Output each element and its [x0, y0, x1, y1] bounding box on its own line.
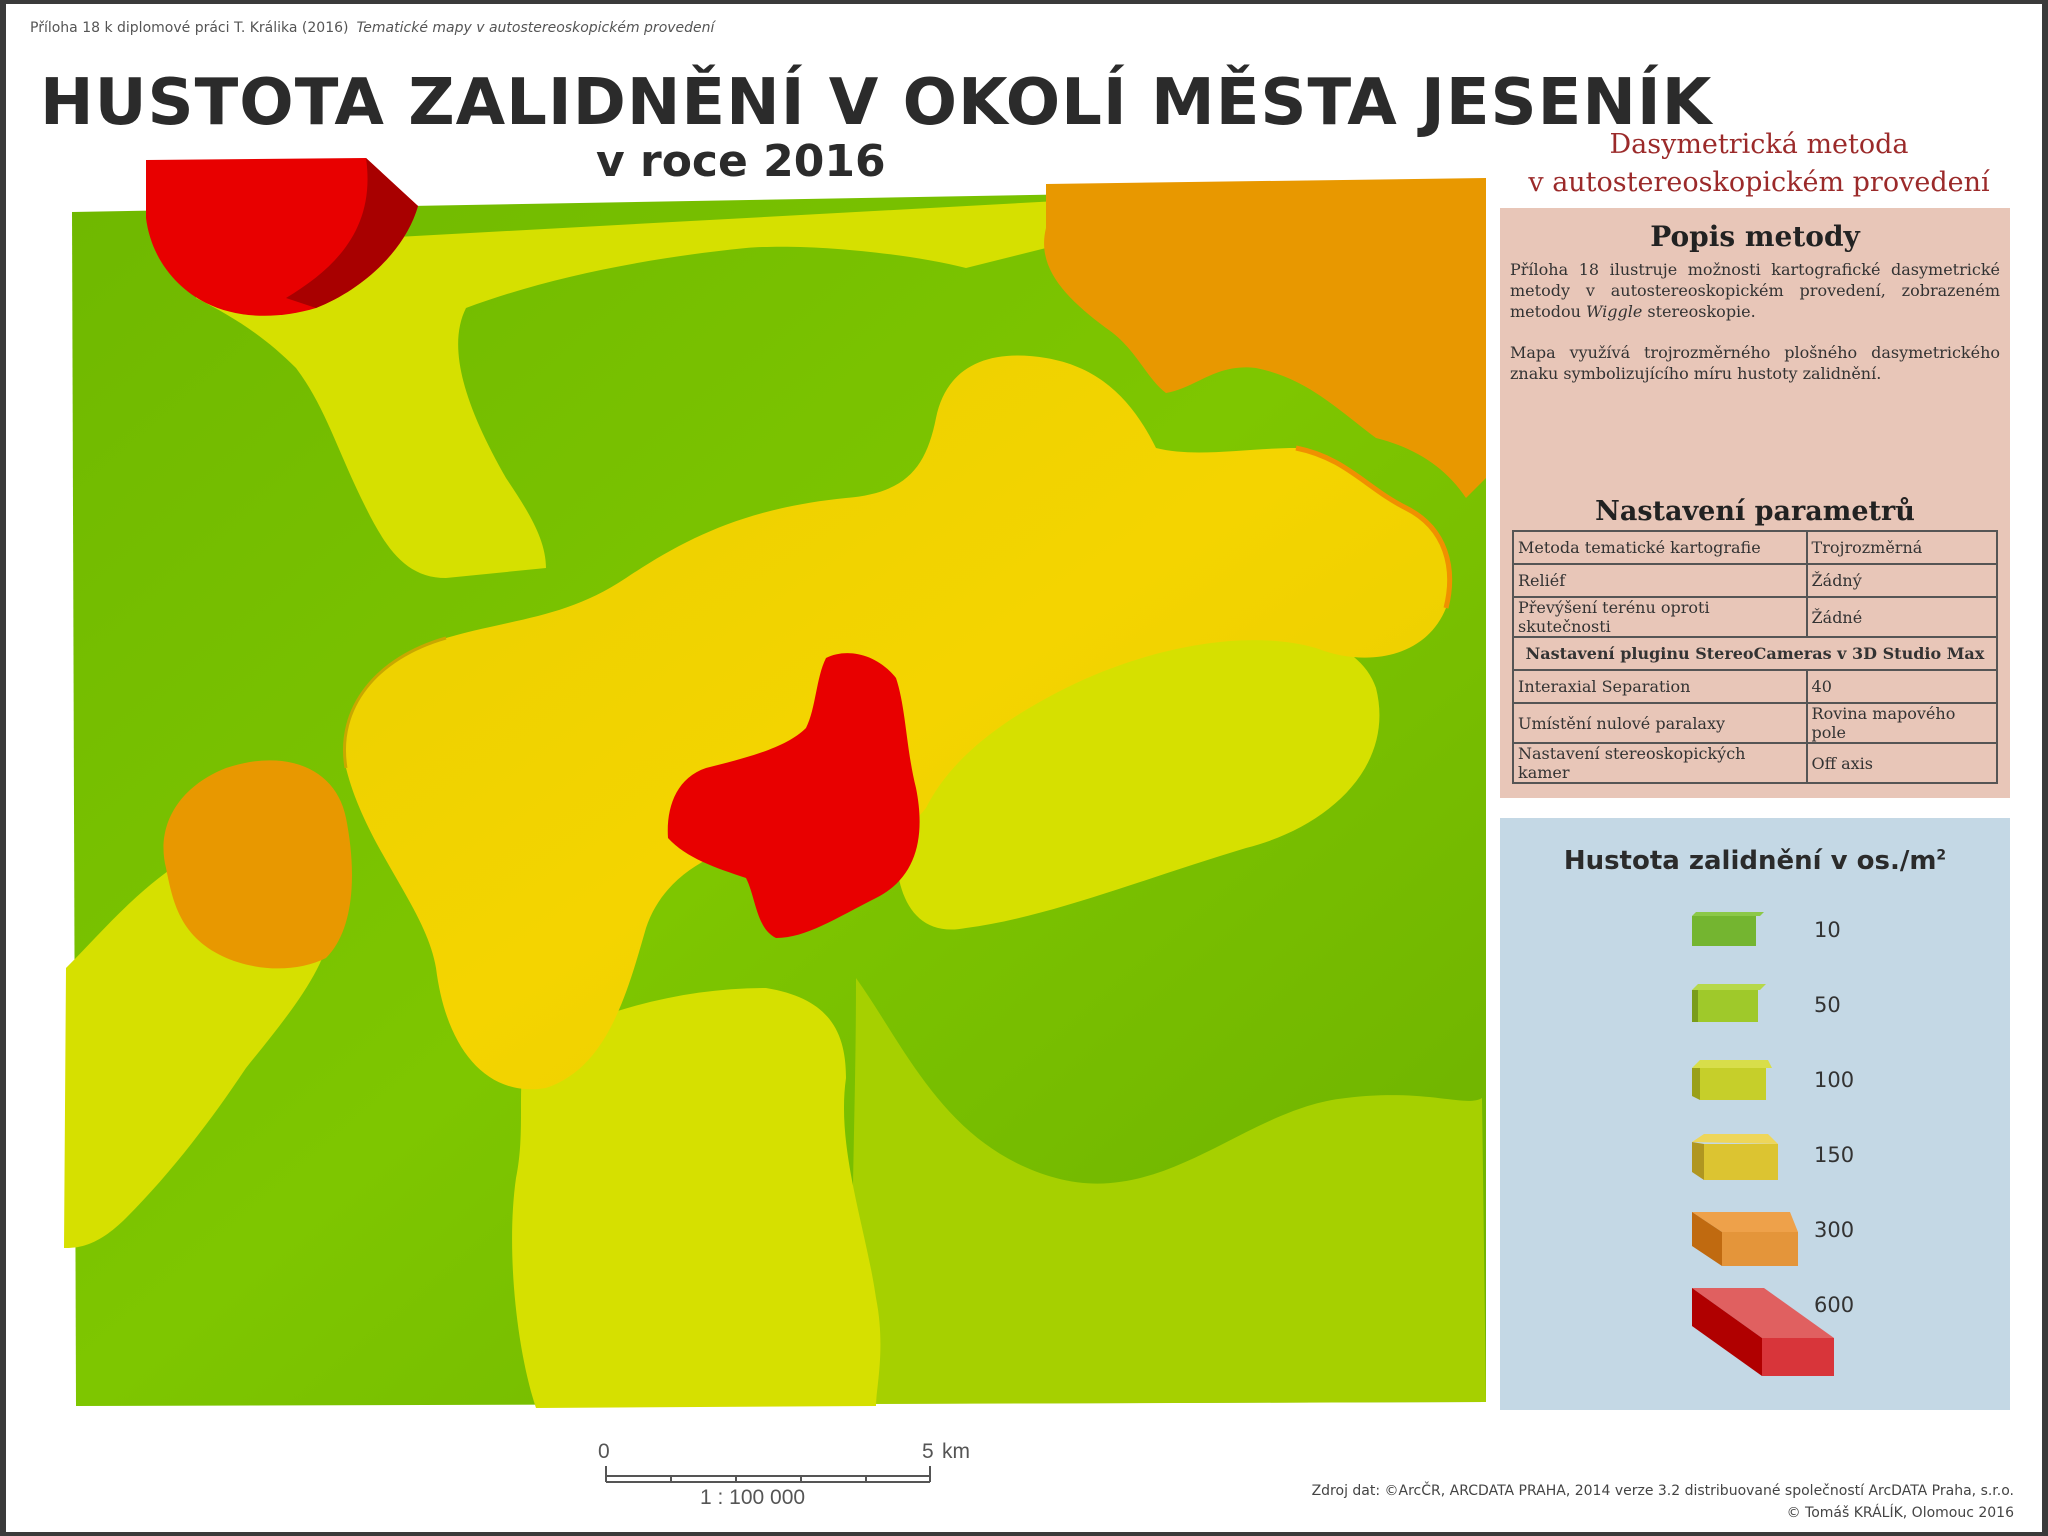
map-field [64, 158, 1486, 1408]
param-value: Rovina mapového pole [1805, 702, 1999, 744]
method-heading-line2: v autostereoskopickém provedení [1528, 167, 1990, 198]
legend-label-50: 50 [1814, 993, 1841, 1017]
density-zone-yellow-top [196, 200, 1086, 578]
map-sheet: Příloha 18 k diplomové práci T. Králika … [6, 4, 2042, 1532]
legend-label-300: 300 [1814, 1218, 1855, 1242]
method-description-panel: Popis metody Příloha 18 ilustruje možnos… [1500, 208, 2010, 798]
legend-title-text: Hustota zalidnění v os./m [1563, 846, 1937, 876]
description-paragraph-1: Příloha 18 ilustruje možnosti kartografi… [1510, 259, 2000, 322]
legend-label-600: 600 [1814, 1293, 1855, 1317]
legend-swatches [1692, 912, 1834, 1376]
legend-title-superscript: 2 [1936, 847, 1947, 864]
density-zone-yellow-bottom [512, 988, 881, 1408]
legend-label-100: 100 [1814, 1068, 1855, 1092]
density-zone-yellow-green [852, 978, 1486, 1404]
source-credits: Zdroj dat: ©ArcČR, ARCDATA PRAHA, 2014 v… [1312, 1480, 2014, 1524]
param-value: 40 [1805, 669, 1999, 704]
table-row: Metoda tematické kartografie Trojrozměrn… [1512, 530, 1999, 565]
param-value: Žádné [1805, 596, 1999, 638]
legend-label-150: 150 [1814, 1143, 1855, 1167]
density-zone-orange-right [1044, 178, 1486, 498]
legend-label-10: 10 [1814, 918, 1841, 942]
parameters-table: Metoda tematické kartografie Trojrozměrn… [1512, 530, 1999, 784]
plugin-header: Nastavení pluginu StereoCameras v 3D Stu… [1512, 636, 1998, 671]
table-row: Převýšení terénu oproti skutečnosti Žádn… [1512, 596, 1999, 638]
param-name: Metoda tematické kartografie [1512, 530, 1808, 565]
scale-bar: 0 5 km 1 : 100 000 [596, 1436, 970, 1516]
scale-unit: km [942, 1440, 970, 1463]
param-value: Off axis [1805, 742, 1999, 784]
scale-ratio: 1 : 100 000 [700, 1486, 806, 1509]
description-p1-before: Příloha 18 ilustruje možnosti kartografi… [1510, 260, 2000, 321]
map-title: HUSTOTA ZALIDNĚNÍ V OKOLÍ MĚSTA JESENÍK [40, 66, 1713, 140]
relief-edge-2 [1295, 445, 1453, 609]
param-name: Převýšení terénu oproti skutečnosti [1512, 596, 1808, 638]
description-p1-after: stereoskopie. [1642, 302, 1756, 321]
table-row: Nastavení pluginu StereoCameras v 3D Stu… [1512, 636, 1998, 671]
scale-end: 5 [922, 1440, 934, 1463]
description-paragraph-2: Mapa využívá trojrozměrného plošného das… [1510, 343, 2000, 383]
header-note-text: Příloha 18 k diplomové práci T. Králika … [30, 20, 349, 36]
header-note: Příloha 18 k diplomové práci T. Králika … [30, 20, 714, 36]
table-row: Interaxial Separation 40 [1512, 669, 1999, 704]
source-line-2: © Tomáš KRÁLÍK, Olomouc 2016 [1786, 1505, 2014, 1521]
legend-swatch-10 [1692, 912, 1764, 946]
density-zone-red-top-side [286, 158, 418, 308]
parameters-title: Nastavení parametrů [1595, 496, 1915, 527]
legend-swatch-150 [1692, 1134, 1778, 1180]
param-name: Reliéf [1512, 563, 1808, 598]
param-name: Interaxial Separation [1512, 669, 1808, 704]
param-name: Umístění nulové paralaxy [1512, 702, 1808, 744]
legend-title: Hustota zalidnění v os./m2 [1500, 846, 2010, 876]
source-line-1: Zdroj dat: ©ArcČR, ARCDATA PRAHA, 2014 v… [1311, 1483, 2014, 1499]
table-row: Nastavení stereoskopických kamer Off axi… [1512, 742, 1999, 784]
method-heading: Dasymetrická metoda v autostereoskopické… [1504, 126, 2014, 202]
table-row: Umístění nulové paralaxy Rovina mapového… [1512, 702, 1999, 744]
legend-swatch-50 [1692, 984, 1766, 1022]
table-row: Reliéf Žádný [1512, 563, 1999, 598]
param-value: Trojrozměrná [1805, 530, 1999, 565]
map-subtitle: v roce 2016 [596, 136, 886, 187]
legend-panel: Hustota zalidnění v os./m2 [1500, 818, 2010, 1410]
description-title: Popis metody [1650, 220, 1860, 253]
relief-edge [343, 636, 447, 769]
description-p1-italic: Wiggle [1585, 302, 1643, 321]
legend-swatch-100 [1692, 1060, 1772, 1100]
legend-swatch-300 [1692, 1212, 1798, 1266]
scale-start: 0 [598, 1440, 610, 1463]
scale-bar-graphic [605, 1466, 931, 1483]
density-zone-orange-left [163, 760, 352, 969]
param-name: Nastavení stereoskopických kamer [1512, 742, 1808, 784]
param-value: Žádný [1805, 563, 1999, 598]
density-zone-red-center [667, 653, 920, 938]
method-heading-line1: Dasymetrická metoda [1609, 129, 1909, 160]
header-note-italic: Tematické mapy v autostereoskopickém pro… [356, 20, 715, 36]
legend-swatch-600 [1692, 1288, 1834, 1376]
